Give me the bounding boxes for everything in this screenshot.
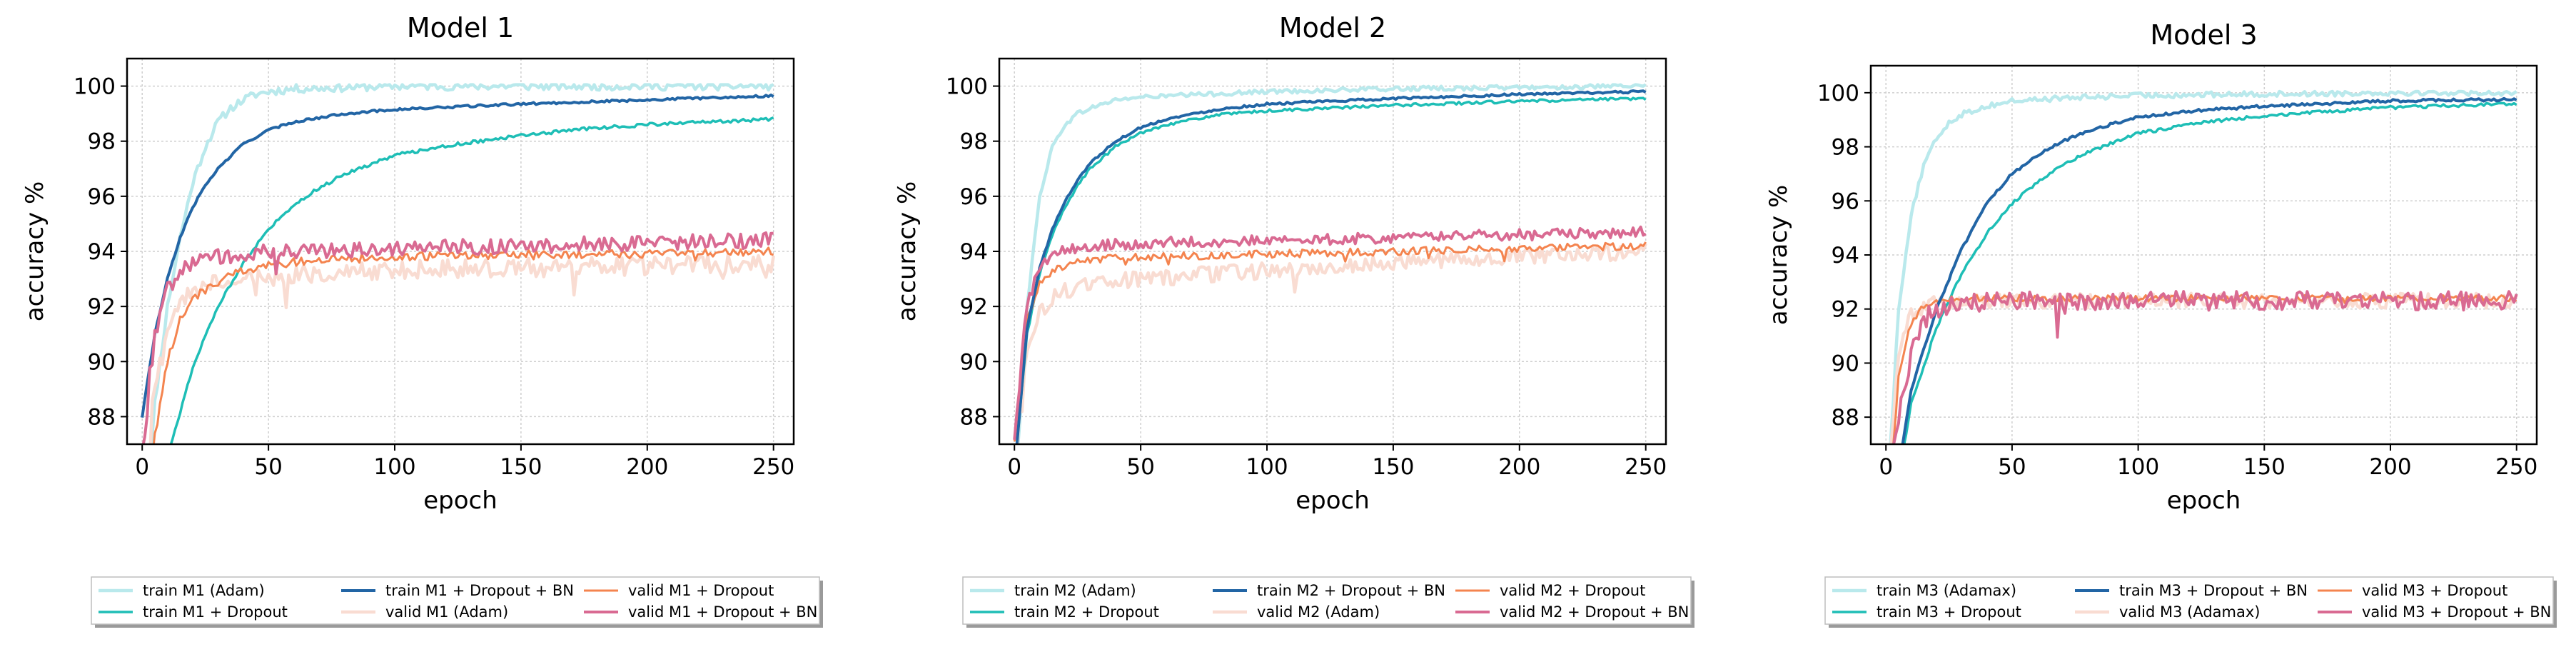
series-group <box>1013 83 1647 444</box>
chart-title: Model 2 <box>1279 12 1386 44</box>
y-tick-label: 100 <box>946 74 988 100</box>
y-tick-label: 98 <box>88 129 116 155</box>
x-tick-label: 100 <box>373 454 415 480</box>
x-axis-label: epoch <box>1295 486 1370 515</box>
series-line-2 <box>1889 291 2518 444</box>
legend-label: train M2 + Dropout + BN <box>1257 582 1445 599</box>
legend-label: valid M1 + Dropout + BN <box>628 603 817 621</box>
x-axis-label: epoch <box>423 486 497 515</box>
series-line-1 <box>1889 89 2517 444</box>
legend-label: valid M2 (Adam) <box>1257 603 1380 621</box>
series-line-6 <box>141 231 774 444</box>
legend-box <box>1824 576 2554 625</box>
x-tick-label: 100 <box>1246 454 1288 480</box>
x-tick-label: 0 <box>1879 454 1893 480</box>
series-line-5 <box>141 94 774 418</box>
legend-label: train M3 + Dropout + BN <box>2119 582 2308 599</box>
x-tick-label: 50 <box>1126 454 1154 480</box>
y-tick-label: 96 <box>1832 189 1859 214</box>
legend-label: train M1 + Dropout <box>143 603 288 621</box>
x-tick-label: 50 <box>254 454 282 480</box>
series-line-1 <box>150 83 774 444</box>
x-tick-label: 200 <box>626 454 668 480</box>
y-axis-label: accuracy % <box>21 181 49 322</box>
y-tick-label: 90 <box>1832 351 1859 376</box>
y-tick-label: 96 <box>88 184 116 210</box>
x-tick-label: 150 <box>2243 454 2285 480</box>
chart-title: Model 1 <box>407 12 514 44</box>
y-tick-label: 88 <box>88 404 116 430</box>
x-axis-label: epoch <box>2167 486 2241 515</box>
y-tick-label: 100 <box>1817 81 1859 106</box>
y-tick-label: 94 <box>88 239 116 265</box>
x-tick-label: 250 <box>2495 454 2537 480</box>
y-tick-label: 96 <box>960 184 988 210</box>
legend-box <box>91 576 820 625</box>
y-tick-label: 92 <box>1832 297 1859 323</box>
x-tick-label: 150 <box>500 454 542 480</box>
legend-label: valid M2 + Dropout + BN <box>1500 603 1689 621</box>
chart-title: Model 3 <box>2150 19 2257 51</box>
series-line-1 <box>1016 83 1647 444</box>
legend-label: train M1 (Adam) <box>143 582 265 599</box>
y-tick-label: 94 <box>960 239 988 265</box>
y-tick-label: 92 <box>960 294 988 320</box>
x-tick-label: 150 <box>1372 454 1414 480</box>
series-line-3 <box>1015 96 1647 444</box>
chart-panel-3: 0 50 100 150 200 250 88 90 92 94 96 98 100 Model 3 epo… <box>1764 19 2557 628</box>
legend-label: train M3 (Adamax) <box>1877 582 2016 599</box>
series-line-5 <box>1015 89 1647 444</box>
y-tick-label: 94 <box>1832 243 1859 269</box>
x-tick-label: 250 <box>1625 454 1667 480</box>
series-line-6 <box>1892 290 2518 444</box>
x-tick-label: 200 <box>2369 454 2411 480</box>
series-line-2 <box>1016 243 1647 444</box>
series-line-4 <box>152 246 774 444</box>
y-tick-label: 90 <box>960 349 988 375</box>
x-tick-label: 200 <box>1498 454 1540 480</box>
legend-label: valid M3 + Dropout + BN <box>2362 603 2551 621</box>
legend-label: train M2 (Adam) <box>1014 582 1136 599</box>
y-tick-label: 100 <box>74 74 116 100</box>
chart-panel-1: 0 50 100 150 200 250 88 90 92 94 96 98 100 Model 1 epo… <box>21 12 823 628</box>
legend-label: valid M2 + Dropout <box>1500 582 1645 599</box>
series-line-6 <box>1013 225 1647 440</box>
x-tick-label: 250 <box>752 454 794 480</box>
legend-label: valid M1 + Dropout <box>628 582 774 599</box>
y-tick-label: 92 <box>88 294 116 320</box>
y-axis-label: accuracy % <box>1764 185 1793 326</box>
series-line-3 <box>1902 101 2517 444</box>
chart-panel-2: 0 50 100 150 200 250 88 90 92 94 96 98 100 Model 2 epo… <box>893 12 1694 628</box>
y-axis-label: accuracy % <box>893 181 921 322</box>
y-tick-label: 88 <box>960 404 988 430</box>
legend-box <box>962 576 1692 625</box>
legend: train M2 (Adam) train M2 + Dropout train M… <box>962 576 1694 628</box>
legend-label: train M1 + Dropout + BN <box>385 582 574 599</box>
y-tick-label: 98 <box>1832 135 1859 161</box>
y-tick-label: 98 <box>960 129 988 155</box>
x-tick-label: 50 <box>1998 454 2026 480</box>
x-tick-label: 0 <box>135 454 149 480</box>
series-line-5 <box>1901 96 2517 444</box>
legend-label: valid M3 + Dropout <box>2362 582 2507 599</box>
x-tick-label: 100 <box>2117 454 2159 480</box>
y-tick-label: 90 <box>88 349 116 375</box>
legend-label: train M3 + Dropout <box>1877 603 2021 621</box>
x-tick-label: 0 <box>1007 454 1021 480</box>
series-line-2 <box>148 253 775 444</box>
y-tick-label: 88 <box>1832 405 1859 431</box>
legend: train M3 (Adamax) train M3 + Dropout train… <box>1824 576 2557 628</box>
legend-label: valid M3 (Adamax) <box>2119 603 2260 621</box>
legend-label: train M2 + Dropout <box>1014 603 1159 621</box>
series-line-4 <box>1013 241 1647 442</box>
legend: train M1 (Adam) train M1 + Dropout train M… <box>91 576 823 628</box>
series-group <box>141 83 775 444</box>
legend-label: valid M1 (Adam) <box>385 603 508 621</box>
series-group <box>1889 89 2518 444</box>
